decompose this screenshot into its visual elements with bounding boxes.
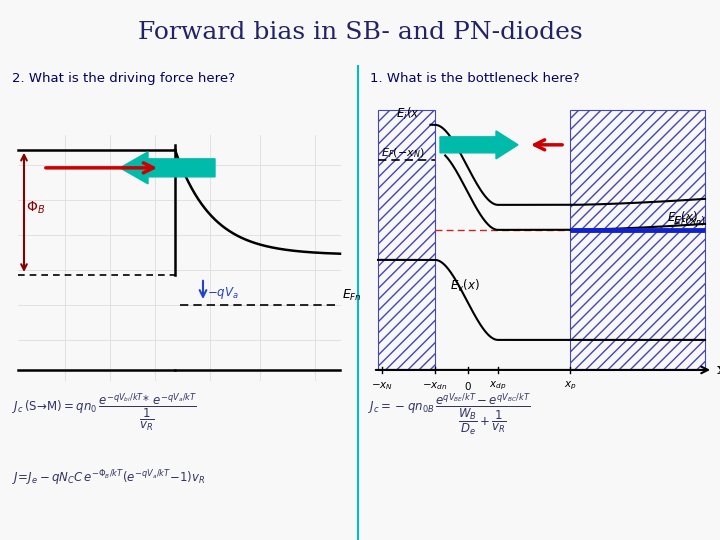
Text: $0$: $0$: [464, 380, 472, 392]
Text: $J_c = -qn_{0B}\,\dfrac{e^{qV_{BE}/kT} - e^{qV_{BC}/kT}}{\dfrac{W_B}{D_e}+\dfrac: $J_c = -qn_{0B}\,\dfrac{e^{qV_{BE}/kT} -…: [368, 392, 531, 437]
Text: $\Phi_B$: $\Phi_B$: [26, 199, 45, 215]
Text: $x_{dp}$: $x_{dp}$: [490, 380, 507, 393]
Text: $J_c\,({\rm S}\!\to\!{\rm M}) = qn_0\,\dfrac{e^{-qV_{bi}/kT}\!*\,e^{-qV_a/kT}}{\: $J_c\,({\rm S}\!\to\!{\rm M}) = qn_0\,\d…: [12, 392, 197, 433]
Bar: [570, 110, 705, 370]
Text: $E_v(x)$: $E_v(x)$: [450, 278, 480, 294]
Text: $E_F(x_p)$: $E_F(x_p)$: [673, 214, 706, 231]
Text: $J\!=\!J_e - qN_CC\,e^{-\Phi_B/kT}(e^{-qV_a/kT}\!-\!1)v_R$: $J\!=\!J_e - qN_CC\,e^{-\Phi_B/kT}(e^{-q…: [12, 468, 205, 487]
Text: Forward bias in SB- and PN-diodes: Forward bias in SB- and PN-diodes: [138, 21, 582, 44]
FancyArrow shape: [120, 152, 215, 184]
Text: $-qV_a$: $-qV_a$: [207, 285, 239, 301]
Text: $E_i(x$: $E_i(x$: [396, 106, 420, 122]
Bar: [378, 110, 435, 370]
Text: 2. What is the driving force here?: 2. What is the driving force here?: [12, 72, 235, 85]
Text: $E_C(x)$: $E_C(x)$: [667, 210, 698, 226]
Text: x: x: [717, 363, 720, 377]
Text: 1. What is the bottleneck here?: 1. What is the bottleneck here?: [370, 72, 580, 85]
Text: $E_{Fn}$: $E_{Fn}$: [342, 288, 362, 303]
Text: $-x_{dn}$: $-x_{dn}$: [422, 380, 448, 392]
FancyArrow shape: [440, 131, 518, 159]
Text: $x_p$: $x_p$: [564, 380, 576, 393]
Text: $-x_N$: $-x_N$: [371, 380, 393, 392]
Text: $E_F(-x_N)$: $E_F(-x_N)$: [381, 146, 425, 160]
